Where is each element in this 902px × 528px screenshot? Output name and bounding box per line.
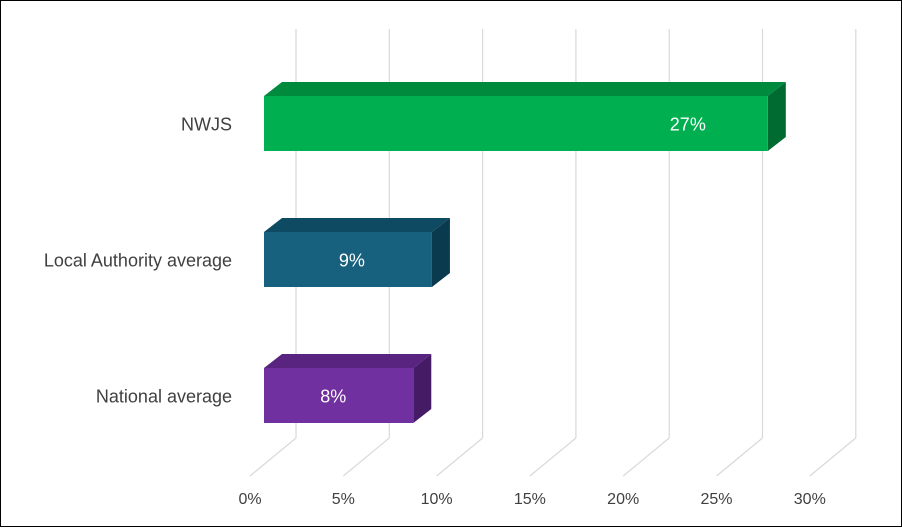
data-label: 27% (670, 115, 706, 135)
category-label: NWJS (181, 115, 232, 135)
bar (264, 82, 786, 151)
bar-top-face (264, 218, 450, 232)
bar-side-face (413, 354, 432, 423)
x-tick-label: 25% (700, 491, 732, 508)
category-label: Local Authority average (44, 251, 232, 271)
data-label: 9% (339, 251, 365, 271)
bar (264, 218, 450, 287)
x-tick-label: 30% (794, 491, 826, 508)
floor-gridline (809, 437, 857, 477)
bar-front-face (264, 96, 768, 151)
x-tick-label: 10% (421, 491, 453, 508)
bar-front-face (264, 232, 432, 287)
floor-gridline (529, 437, 577, 477)
x-tick-label: 0% (238, 491, 261, 508)
bar-side-face (431, 218, 450, 287)
floor-gridline (342, 437, 390, 477)
bar-front-face (264, 368, 414, 423)
bar-side-face (767, 82, 786, 151)
floor-gridline (249, 437, 297, 477)
x-tick-label: 15% (514, 491, 546, 508)
floor-gridline (436, 437, 483, 477)
data-label: 8% (320, 387, 346, 407)
x-tick-label: 5% (332, 491, 355, 508)
floor-gridline (622, 437, 670, 477)
bar-top-face (264, 82, 786, 96)
bar-top-face (264, 354, 432, 368)
bar (264, 354, 432, 423)
floor-gridline (716, 437, 763, 477)
category-label: National average (96, 387, 232, 407)
x-tick-label: 20% (607, 491, 639, 508)
